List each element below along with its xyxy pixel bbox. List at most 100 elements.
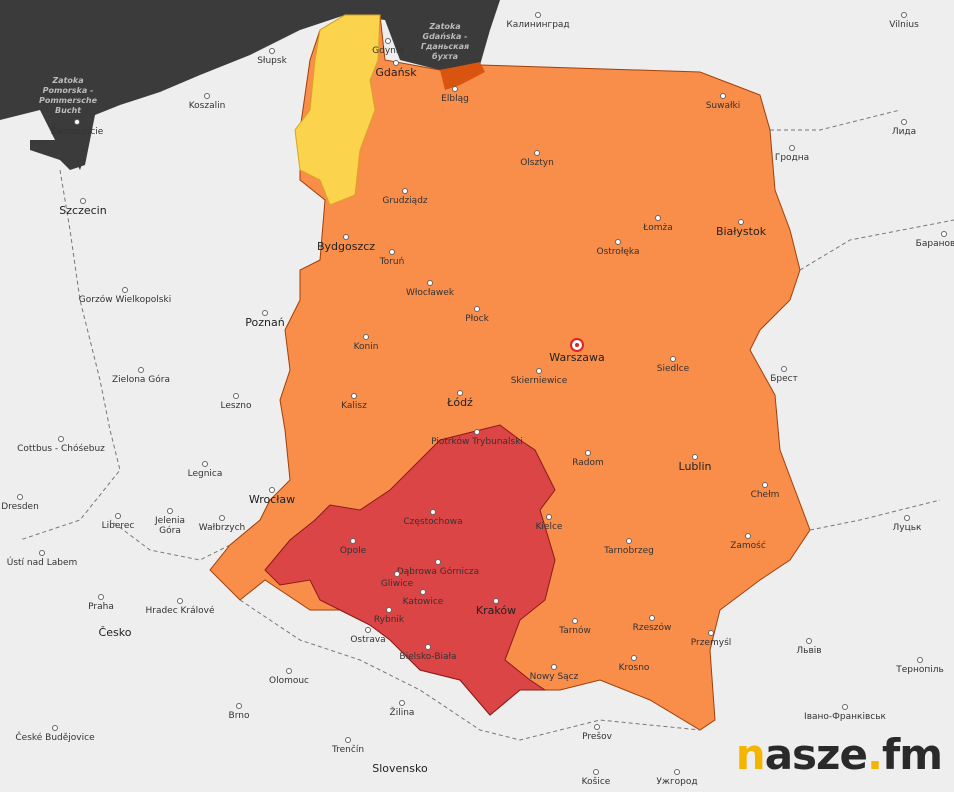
city-marker: [534, 150, 540, 156]
city-marker: [762, 482, 768, 488]
city-marker: [904, 515, 910, 521]
city-label: Лида: [891, 127, 917, 137]
city-label: Leszno: [220, 401, 252, 411]
city-label: Луцьк: [892, 523, 922, 533]
city-marker: [350, 538, 356, 544]
city-label: Bielsko-Biała: [399, 652, 457, 662]
city-marker: [901, 12, 907, 18]
sea-label: Zatoka Pomorska - Pommersche Bucht: [38, 76, 98, 115]
city-label: Opole: [339, 546, 367, 556]
city-marker: [842, 704, 848, 710]
city-label: Lublin: [678, 460, 712, 473]
city-marker: [269, 487, 275, 493]
city-label: Jelenia Góra: [155, 516, 185, 536]
city-marker: [430, 509, 436, 515]
city-label: Koszalin: [188, 101, 226, 111]
city-label: Poznań: [245, 316, 285, 329]
capital-marker: [570, 338, 584, 352]
city-label: Wrocław: [248, 493, 296, 506]
city-marker: [551, 664, 557, 670]
city-label: Praha: [88, 602, 114, 612]
city-marker: [204, 93, 210, 99]
country-label: Česko: [98, 626, 132, 639]
city-marker: [393, 60, 399, 66]
city-label: Gdynia: [372, 46, 404, 56]
city-label: Szczecin: [59, 204, 107, 217]
city-marker: [670, 356, 676, 362]
city-marker: [167, 508, 173, 514]
city-marker: [262, 310, 268, 316]
city-label: Warszawa: [549, 351, 605, 364]
city-label: Ústí nad Labem: [6, 558, 78, 568]
city-marker: [58, 436, 64, 442]
city-marker: [138, 367, 144, 373]
city-label: Włocławek: [405, 288, 455, 298]
city-label: Tarnów: [559, 626, 591, 636]
city-label: Zielona Góra: [112, 375, 170, 385]
city-marker: [425, 644, 431, 650]
city-label: Bydgoszcz: [316, 240, 376, 253]
city-label: Kalisz: [341, 401, 367, 411]
city-marker: [615, 239, 621, 245]
city-marker: [585, 450, 591, 456]
city-label: Wałbrzych: [198, 523, 246, 533]
city-label: Siedlce: [656, 364, 690, 374]
city-marker: [365, 627, 371, 633]
city-label: Przemyśl: [690, 638, 732, 648]
city-marker: [202, 461, 208, 467]
city-label: Rzeszów: [632, 623, 672, 633]
city-marker: [17, 494, 23, 500]
city-marker: [435, 559, 441, 565]
city-label: Zamość: [730, 541, 766, 551]
city-label: Krosno: [618, 663, 650, 673]
city-marker: [674, 769, 680, 775]
city-label: Hradec Králové: [145, 606, 215, 616]
city-label: Toruń: [379, 257, 405, 267]
city-marker: [692, 454, 698, 460]
city-label: Košice: [581, 777, 611, 787]
city-label: Gdańsk: [375, 66, 417, 79]
city-marker: [738, 219, 744, 225]
city-marker: [420, 589, 426, 595]
city-label: Słupsk: [257, 56, 287, 66]
city-marker: [427, 280, 433, 286]
city-label: Olomouc: [268, 676, 310, 686]
city-marker: [233, 393, 239, 399]
city-marker: [363, 334, 369, 340]
sea-label: Zatoka Gdańska - Гданьская бухта: [420, 22, 470, 61]
city-label: České Budějovice: [15, 733, 95, 743]
city-marker: [745, 533, 751, 539]
city-marker: [177, 598, 183, 604]
city-marker: [901, 119, 907, 125]
city-label: Katowice: [402, 597, 444, 607]
city-label: Płock: [465, 314, 489, 324]
city-marker: [789, 145, 795, 151]
city-label: Legnica: [187, 469, 223, 479]
city-marker: [345, 737, 351, 743]
city-marker: [236, 703, 242, 709]
city-marker: [941, 231, 947, 237]
city-marker: [52, 725, 58, 731]
city-marker: [39, 550, 45, 556]
vistula-lagoon: [440, 62, 485, 90]
city-label: Gorzów Wielkopolski: [78, 295, 172, 305]
city-label: Prešov: [582, 732, 612, 742]
city-marker: [351, 393, 357, 399]
city-marker: [399, 700, 405, 706]
city-label: Калининград: [506, 20, 570, 30]
city-label: Białystok: [715, 225, 767, 238]
nasze-fm-logo: nasze.fm: [735, 730, 943, 779]
city-marker: [394, 571, 400, 577]
city-marker: [115, 513, 121, 519]
region-yellow: [294, 14, 381, 206]
city-label: Kraków: [475, 604, 517, 617]
city-marker: [80, 198, 86, 204]
city-marker: [572, 618, 578, 624]
city-marker: [594, 724, 600, 730]
country-label: Slovensko: [372, 762, 428, 775]
city-label: Гродна: [774, 153, 810, 163]
city-marker: [917, 657, 923, 663]
city-label: Тернопіль: [896, 665, 944, 675]
city-marker: [386, 607, 392, 613]
